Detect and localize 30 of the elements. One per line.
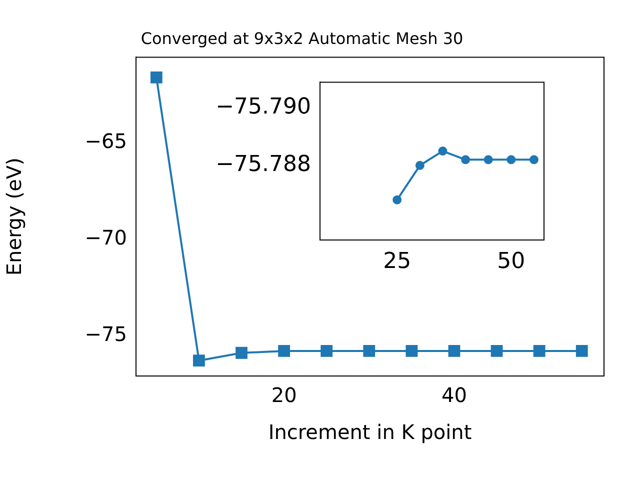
x-tick-label: 25	[383, 248, 412, 274]
point	[236, 346, 248, 359]
point	[438, 146, 448, 156]
y-tick-label: −75.788	[216, 152, 311, 178]
point	[278, 345, 290, 357]
point	[576, 345, 588, 357]
y-tick-label: −70	[84, 225, 127, 250]
point	[363, 345, 376, 357]
x-tick-label: 50	[497, 248, 526, 274]
chart-title: Converged at 9x3x2 Automatic Mesh 30	[140, 28, 464, 48]
point	[529, 155, 538, 164]
point	[415, 160, 424, 170]
point	[448, 345, 460, 357]
x-axis-title: Increment in K point	[268, 420, 472, 444]
point	[484, 155, 493, 164]
point	[490, 345, 503, 357]
y-tick-label: −75	[84, 322, 127, 346]
y-tick-label: −65	[84, 129, 127, 154]
point	[406, 345, 418, 357]
x-tick-label: 20	[271, 383, 297, 408]
point	[461, 155, 470, 164]
y-axis-title: Energy (eV)	[2, 158, 26, 276]
point	[506, 155, 516, 164]
x-tick-label: 40	[442, 383, 467, 408]
point	[193, 354, 205, 367]
y-tick-label: −75.790	[216, 94, 311, 120]
point	[533, 345, 546, 357]
point	[392, 195, 402, 204]
point	[150, 71, 162, 84]
point	[320, 345, 333, 357]
